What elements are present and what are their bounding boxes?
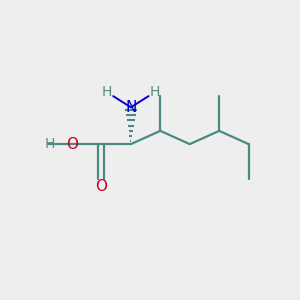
Text: H: H	[150, 85, 160, 99]
Text: O: O	[95, 179, 107, 194]
Text: O: O	[66, 136, 78, 152]
Text: N: N	[125, 100, 136, 115]
Text: H: H	[101, 85, 112, 99]
Text: H: H	[45, 137, 55, 151]
